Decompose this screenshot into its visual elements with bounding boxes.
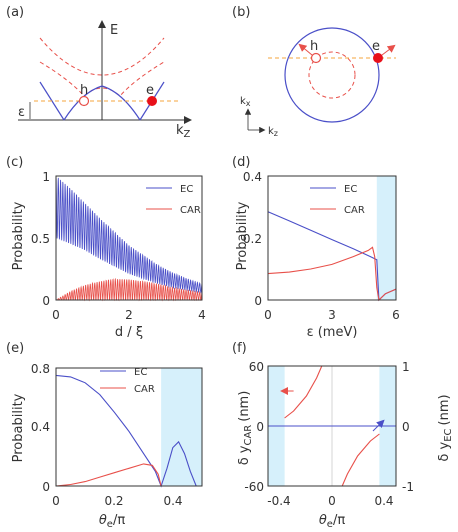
panel-d: (d) Probability 0.4 0.2 0 0 3 6 ε (meV) …	[232, 155, 400, 340]
panel-d-series-car	[267, 246, 397, 302]
panel-b-label: (b)	[232, 5, 250, 20]
panel-f-ytick-0: 0	[256, 420, 264, 434]
panel-d-legend-ec: EC	[344, 184, 357, 195]
panel-d-ytick-02: 0.2	[243, 232, 262, 246]
panel-f-y2tick-1: 1	[402, 360, 410, 374]
panel-f-plot	[267, 365, 397, 487]
panel-c-legend-ec: EC	[180, 184, 193, 195]
panel-f: (f) δ yCAR(nm) δ yEC(nm) 60 0 -60 1 0 -1…	[232, 341, 454, 530]
panel-f-label: (f)	[232, 341, 247, 356]
panel-f-ytick-60: 60	[249, 360, 264, 374]
panel-f-xlabel: θe/π	[319, 513, 346, 530]
panel-a-hole-band	[39, 61, 165, 97]
panel-d-ytick-04: 0.4	[243, 170, 262, 184]
panel-e-ytick-0: 0	[42, 480, 50, 494]
panel-b-inner-circle	[308, 51, 356, 99]
panel-c-plot	[55, 175, 203, 302]
panel-a-electron-marker	[147, 96, 157, 106]
panel-e-legend-car: CAR	[134, 384, 155, 395]
panel-f-xtick-m04: -0.4	[267, 494, 290, 508]
panel-c-series-car	[55, 277, 203, 302]
panel-a-label: (a)	[6, 5, 24, 20]
panel-b: (b) h e kx kz	[232, 5, 396, 138]
panel-e-ytick-04: 0.4	[31, 420, 50, 434]
panel-f-xtick-0: 0	[328, 494, 336, 508]
panel-e: (e) Probability 0.8 0.4 0 0 0.2 0.4 θe/π…	[6, 341, 203, 530]
panel-c-ytick-0: 0	[42, 294, 50, 308]
panel-d-legend-car: CAR	[344, 205, 365, 216]
panel-c-ytick-1: 1	[42, 170, 50, 184]
panel-c-legend-car: CAR	[180, 205, 201, 216]
panel-e-legend-ec: EC	[134, 367, 147, 378]
panel-c-frame	[55, 175, 203, 301]
panel-f-ytick-m60: -60	[244, 480, 264, 494]
panel-a-hole-marker	[78, 95, 90, 107]
panel-a-ylabel: E	[110, 23, 118, 38]
panel-b-electron-marker	[373, 53, 383, 63]
panel-e-label: (e)	[6, 341, 24, 356]
panel-c-label: (c)	[6, 155, 23, 170]
panel-a-eps-label: ε	[18, 105, 25, 120]
panel-e-xtick-0: 0	[52, 494, 60, 508]
panel-b-kz-label: kz	[268, 126, 278, 138]
panel-a-xlabel: kZ	[176, 123, 191, 140]
panel-d-xlabel: ε (meV)	[307, 325, 358, 340]
panel-b-hole-arrow	[298, 43, 313, 56]
panel-c-xtick-4: 4	[198, 308, 206, 322]
panel-b-electron-arrow	[381, 44, 396, 56]
panel-d-xtick-6: 6	[392, 308, 400, 322]
panel-f-y2tick-m1: -1	[402, 480, 414, 494]
panel-d-ylabel: Probability	[235, 201, 250, 270]
panel-a-electron-label: e	[146, 83, 154, 98]
panel-a-hole-label: h	[80, 83, 88, 98]
panel-a-upper-band	[39, 37, 165, 76]
panel-c-xtick-0: 0	[52, 308, 60, 322]
panel-e-ytick-08: 0.8	[31, 362, 50, 376]
panel-f-series-car-0	[284, 365, 323, 419]
panel-a-band-mid	[63, 85, 141, 121]
panel-e-plot	[55, 367, 203, 488]
panel-d-plot	[267, 175, 397, 302]
panel-d-xtick-3: 3	[328, 308, 336, 322]
panel-c-series-ec	[55, 175, 203, 294]
panel-d-xtick-0: 0	[264, 308, 272, 322]
panel-d-shaded-region	[376, 176, 396, 300]
panel-e-xtick-04: 0.4	[163, 494, 182, 508]
panel-d-frame	[267, 175, 397, 301]
panel-f-xtick-04: 0.4	[374, 494, 393, 508]
panel-c: (c) Probability 1 0.5 0 0 2 4 d / ξ EC C…	[6, 155, 206, 340]
panel-f-ec-axis-arrow	[372, 419, 385, 432]
panel-f-frame	[267, 365, 397, 487]
panel-b-kx-label: kx	[240, 96, 251, 108]
panel-e-xtick-02: 0.2	[104, 494, 123, 508]
panel-f-series-car-1	[341, 433, 380, 487]
panel-e-frame	[55, 367, 203, 487]
panel-d-ytick-0: 0	[254, 294, 262, 308]
panel-a: (a) E kZ ε h e	[6, 5, 192, 140]
panel-b-outer-circle	[284, 27, 380, 123]
panel-d-label: (d)	[232, 155, 250, 170]
panel-e-series-ec	[55, 374, 197, 488]
panel-f-y2tick-0: 0	[402, 420, 410, 434]
panel-c-ytick-05: 0.5	[31, 232, 50, 246]
panel-c-xtick-2: 2	[125, 308, 133, 322]
panel-b-hole-label: h	[310, 39, 318, 54]
panel-e-xlabel: θe/π	[99, 513, 126, 530]
panel-e-ylabel: Probability	[11, 393, 26, 462]
panel-f-y2label: δ yEC(nm)	[437, 394, 454, 461]
panel-c-ylabel: Probability	[11, 201, 26, 270]
panel-c-xlabel: d / ξ	[115, 325, 143, 340]
panel-b-electron-label: e	[372, 39, 380, 54]
panel-b-hole-marker	[310, 52, 322, 64]
panel-f-ylabel: δ yCAR(nm)	[237, 391, 254, 466]
